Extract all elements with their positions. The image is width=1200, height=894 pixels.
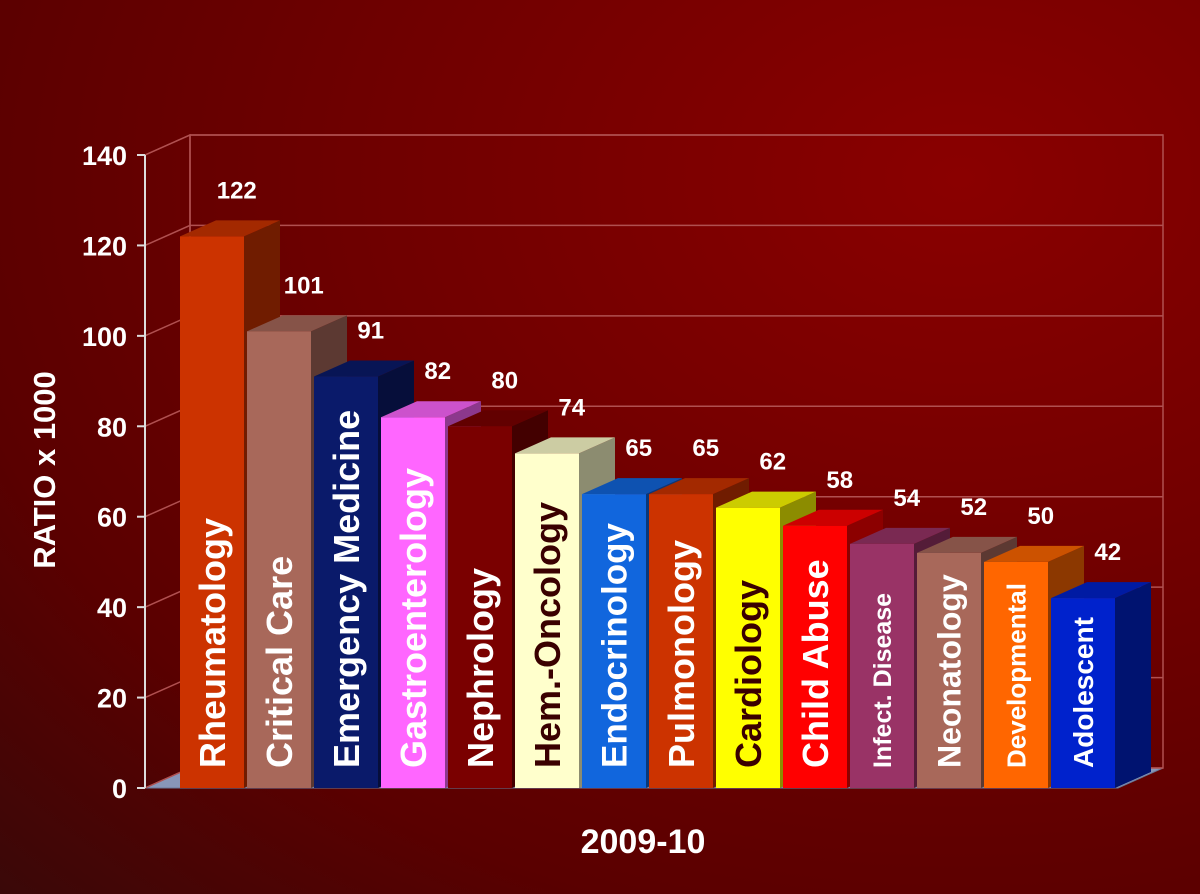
bar-value-label: 65 <box>692 435 719 462</box>
y-tick-label: 80 <box>97 412 127 442</box>
bars: Rheumatology Critical Care Emergency Medic… <box>180 220 1151 788</box>
bar-category-label: Child Abuse <box>795 559 836 768</box>
bar-category-label: Cardiology <box>728 580 769 768</box>
y-tick-label: 140 <box>82 141 127 171</box>
bar-top <box>783 509 883 526</box>
bar-front <box>448 426 512 788</box>
bar-front <box>649 494 713 788</box>
bar-top <box>1051 582 1151 599</box>
bar-value-label: 62 <box>759 449 786 476</box>
bar-category-label: Developmental <box>1001 583 1031 768</box>
bar-value-label: 65 <box>625 435 652 462</box>
bar-front <box>247 331 311 788</box>
y-tick-label: 60 <box>97 503 127 533</box>
bar-category-label: Nephrology <box>460 568 501 768</box>
bar-top <box>716 491 816 508</box>
bar-value-label: 101 <box>284 272 324 299</box>
bar-front <box>917 552 981 788</box>
gridline <box>144 224 1163 247</box>
bar-top <box>917 536 1017 553</box>
bar-top <box>180 220 280 237</box>
bar-category-label: Pulmonology <box>661 540 702 768</box>
bar-top <box>314 360 414 377</box>
bar-category-label: Emergency Medicine <box>326 410 367 768</box>
bar-top <box>515 437 615 454</box>
y-tick-label: 40 <box>97 593 127 623</box>
bar-category-label: Neonatology <box>932 574 968 768</box>
bar-front <box>850 543 914 788</box>
bar-front <box>582 494 646 788</box>
bar-category-label: Infect. Disease <box>869 593 897 768</box>
y-tick-label: 20 <box>97 684 127 714</box>
bar-side <box>1115 582 1151 788</box>
bar-top <box>381 401 481 418</box>
y-tick-label: 0 <box>112 774 127 804</box>
bar-value-label: 82 <box>424 358 451 385</box>
y-axis-title: RATIO x 1000 <box>27 371 62 569</box>
bar-front <box>716 507 780 788</box>
x-axis-title: 2009-10 <box>581 823 706 861</box>
y-axis-ticks: 0 20 40 60 80 100 120 140 <box>82 141 146 804</box>
bar-value-label: 50 <box>1027 503 1054 530</box>
bar-value-label: 54 <box>893 485 920 512</box>
bar-top <box>850 527 950 544</box>
y-tick-label: 120 <box>82 231 127 261</box>
bar-category-label: Endocrinology <box>596 522 635 768</box>
bar-category-label: Gastroenterology <box>393 468 434 768</box>
bar-value-label: 52 <box>960 494 987 521</box>
bar-front <box>1051 598 1115 788</box>
bar-category-label: Critical Care <box>259 556 300 768</box>
bar-value-label: 91 <box>357 318 384 345</box>
bar-value-label: 80 <box>491 367 518 394</box>
bar-category-label: Hem.-Oncology <box>527 502 568 768</box>
bar-value-label: 58 <box>826 467 853 494</box>
gridline <box>144 134 1163 156</box>
data-labels: 122 101 91 82 80 74 65 65 62 58 54 52 50 42 <box>217 177 1121 566</box>
bar-top <box>448 410 548 427</box>
bar-top <box>247 315 347 332</box>
bar-13: Adolescent <box>1051 582 1151 788</box>
bar-front <box>314 376 378 788</box>
bar-value-label: 74 <box>558 394 585 421</box>
y-tick-label: 100 <box>82 322 127 352</box>
bar-front <box>783 525 847 788</box>
bar-top <box>984 545 1084 562</box>
bar-front <box>180 236 244 788</box>
bar-top <box>582 478 682 495</box>
bar-value-label: 122 <box>217 177 257 204</box>
bar-top <box>649 478 749 495</box>
bar-category-label: Rheumatology <box>192 518 233 768</box>
bar-front <box>381 417 445 788</box>
bar-front <box>984 561 1048 788</box>
bar-category-label: Adolescent <box>1068 617 1099 768</box>
bar-value-label: 42 <box>1094 539 1121 566</box>
bar-front <box>515 453 579 788</box>
